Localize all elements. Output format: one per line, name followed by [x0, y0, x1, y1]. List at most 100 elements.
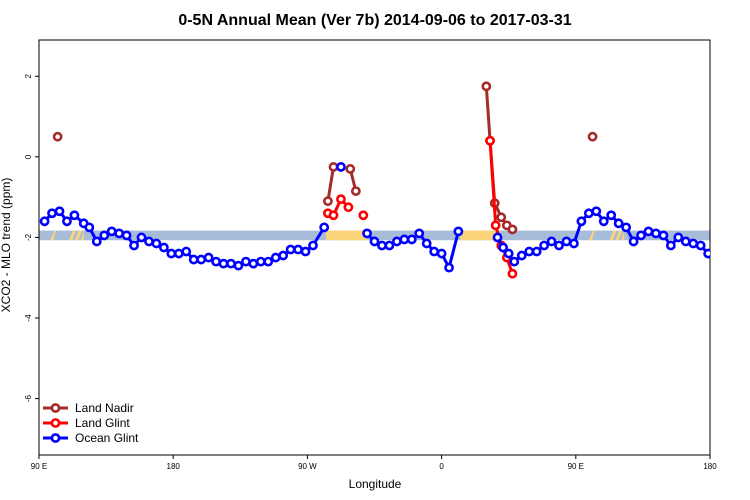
ocean-glint-point-0-26 — [233, 260, 244, 271]
land-glint-point-2-4 — [507, 268, 518, 279]
ocean-glint-point-0-18 — [173, 248, 184, 259]
ocean-glint-point-2-6 — [406, 234, 417, 245]
ocean-glint-point-0-2 — [54, 206, 65, 217]
ocean-glint-point-0-7 — [91, 236, 102, 247]
ocean-glint-point-0-22 — [203, 252, 214, 263]
ocean-glint-point-3-9 — [554, 240, 564, 251]
ocean-glint-point-0-24 — [218, 258, 229, 269]
ocean-glint-point-0-1 — [47, 208, 57, 219]
ocean-glint-point-0-8 — [99, 230, 110, 241]
ocean-glint-point-2-1 — [369, 236, 380, 247]
land-nadir-point-4-0 — [587, 131, 598, 142]
ocean-glint-point-3-7 — [539, 240, 550, 251]
ocean-glint-point-3-19 — [628, 236, 639, 247]
ocean-glint-point-0-34 — [293, 244, 303, 255]
land-nadir-point-2-1 — [350, 186, 361, 196]
ocean-glint-point-0-20 — [188, 254, 199, 265]
ocean-glint-point-3-13 — [583, 208, 594, 219]
land-nadir-point-3-5 — [507, 224, 518, 235]
land-nadir-point-3-3 — [496, 212, 507, 223]
ocean-glint-point-0-0 — [39, 216, 50, 227]
ocean-glint-point-0-30 — [263, 256, 274, 267]
ocean-glint-point-0-28 — [248, 258, 259, 269]
ocean-glint-point-3-28 — [695, 240, 706, 251]
land-span-3 — [460, 230, 496, 241]
ocean-glint-point-3-24 — [665, 240, 676, 251]
ocean-glint-point-0-23 — [211, 256, 221, 267]
ocean-glint-point-3-22 — [651, 228, 661, 239]
ocean-glint-point-3-14 — [591, 206, 602, 217]
ocean-glint-point-3-29 — [703, 248, 710, 259]
ocean-glint-point-0-16 — [158, 242, 169, 253]
ocean-glint-point-3-26 — [680, 236, 691, 247]
ocean-glint-point-3-15 — [598, 216, 609, 227]
ocean-glint-point-3-21 — [643, 226, 654, 237]
legend-item-land-glint: Land Glint — [43, 416, 130, 430]
ocean-glint-point-0-3 — [62, 216, 72, 227]
ocean-glint-point-0-31 — [270, 252, 281, 263]
ocean-glint-point-0-14 — [144, 236, 154, 247]
ocean-glint-point-3-25 — [673, 232, 684, 243]
y-tick-label-4: -6 — [24, 394, 33, 402]
ocean-glint-point-3-27 — [688, 238, 699, 249]
plot-frame — [38, 39, 711, 456]
land-glint-point-2-0 — [485, 135, 495, 146]
x-tick-label-0: 90 E — [31, 462, 47, 471]
ocean-glint-point-3-18 — [621, 222, 632, 233]
legend-item-ocean-glint: Ocean Glint — [43, 431, 139, 445]
land-span-2 — [326, 230, 368, 241]
reference-band — [39, 230, 710, 241]
legend-label-land-nadir: Land Nadir — [75, 401, 134, 415]
land-nadir-point-3-0 — [481, 81, 492, 92]
series-layer — [39, 81, 710, 279]
ocean-glint-point-0-12 — [129, 240, 139, 251]
ocean-glint-point-3-17 — [613, 218, 624, 229]
ocean-glint-point-0-33 — [285, 244, 296, 255]
ocean-glint-point-0-21 — [196, 254, 207, 265]
ocean-glint-point-0-13 — [136, 232, 147, 243]
ocean-glint-point-3-20 — [636, 230, 646, 241]
legend-marker-land-glint — [50, 418, 61, 428]
y-tick-label-3: -4 — [24, 314, 33, 322]
ocean-glint-point-0-6 — [84, 222, 95, 233]
ocean-glint-point-2-0 — [362, 228, 372, 239]
land-glint-point-2-1 — [490, 220, 501, 231]
x-tick-label-2: 90 W — [298, 462, 317, 471]
ocean-glint-point-2-12 — [453, 226, 464, 237]
ocean-glint-point-0-19 — [181, 246, 192, 257]
land-glint-point-0-2 — [336, 194, 346, 205]
ocean-glint-point-3-1 — [498, 242, 509, 253]
ocean-glint-point-0-9 — [106, 226, 117, 237]
ocean-glint-point-3-16 — [606, 210, 617, 221]
land-nadir-point-1-0 — [323, 196, 333, 207]
legend-label-ocean-glint: Ocean Glint — [75, 431, 139, 445]
ocean-glint-point-2-11 — [444, 262, 454, 273]
ocean-glint-point-3-8 — [546, 236, 557, 247]
y-tick-label-0: 2 — [24, 73, 33, 78]
land-span-4 — [588, 230, 595, 241]
chart-title: 0-5N Annual Mean (Ver 7b) 2014-09-06 to … — [178, 12, 571, 29]
y-tick-label-1: 0 — [24, 154, 33, 159]
ocean-glint-point-2-8 — [421, 238, 432, 249]
land-nadir-point-2-0 — [345, 164, 356, 174]
ocean-glint-point-0-32 — [278, 250, 289, 261]
ocean-glint-point-3-10 — [561, 236, 572, 247]
ocean-glint-point-3-3 — [509, 256, 520, 267]
x-axis-label: Longitude — [349, 477, 402, 491]
ocean-glint-point-0-27 — [240, 256, 251, 267]
legend-label-land-glint: Land Glint — [75, 416, 130, 430]
ocean-glint-point-0-25 — [226, 258, 236, 269]
y-axis-label: XCO2 - MLO trend (ppm) — [0, 178, 13, 313]
legend-marker-land-nadir — [50, 403, 61, 413]
ocean-glint-point-3-5 — [524, 246, 535, 257]
y-tick-label-2: -2 — [24, 233, 33, 241]
x-tick-label-4: 90 E — [568, 462, 584, 471]
ocean-glint-point-3-12 — [576, 216, 587, 227]
ocean-glint-point-0-37 — [319, 222, 330, 233]
ocean-glint-point-0-35 — [300, 246, 311, 257]
x-tick-label-3: 0 — [439, 462, 444, 471]
ocean-glint-point-0-11 — [121, 230, 132, 241]
legend-item-land-nadir: Land Nadir — [43, 401, 134, 415]
